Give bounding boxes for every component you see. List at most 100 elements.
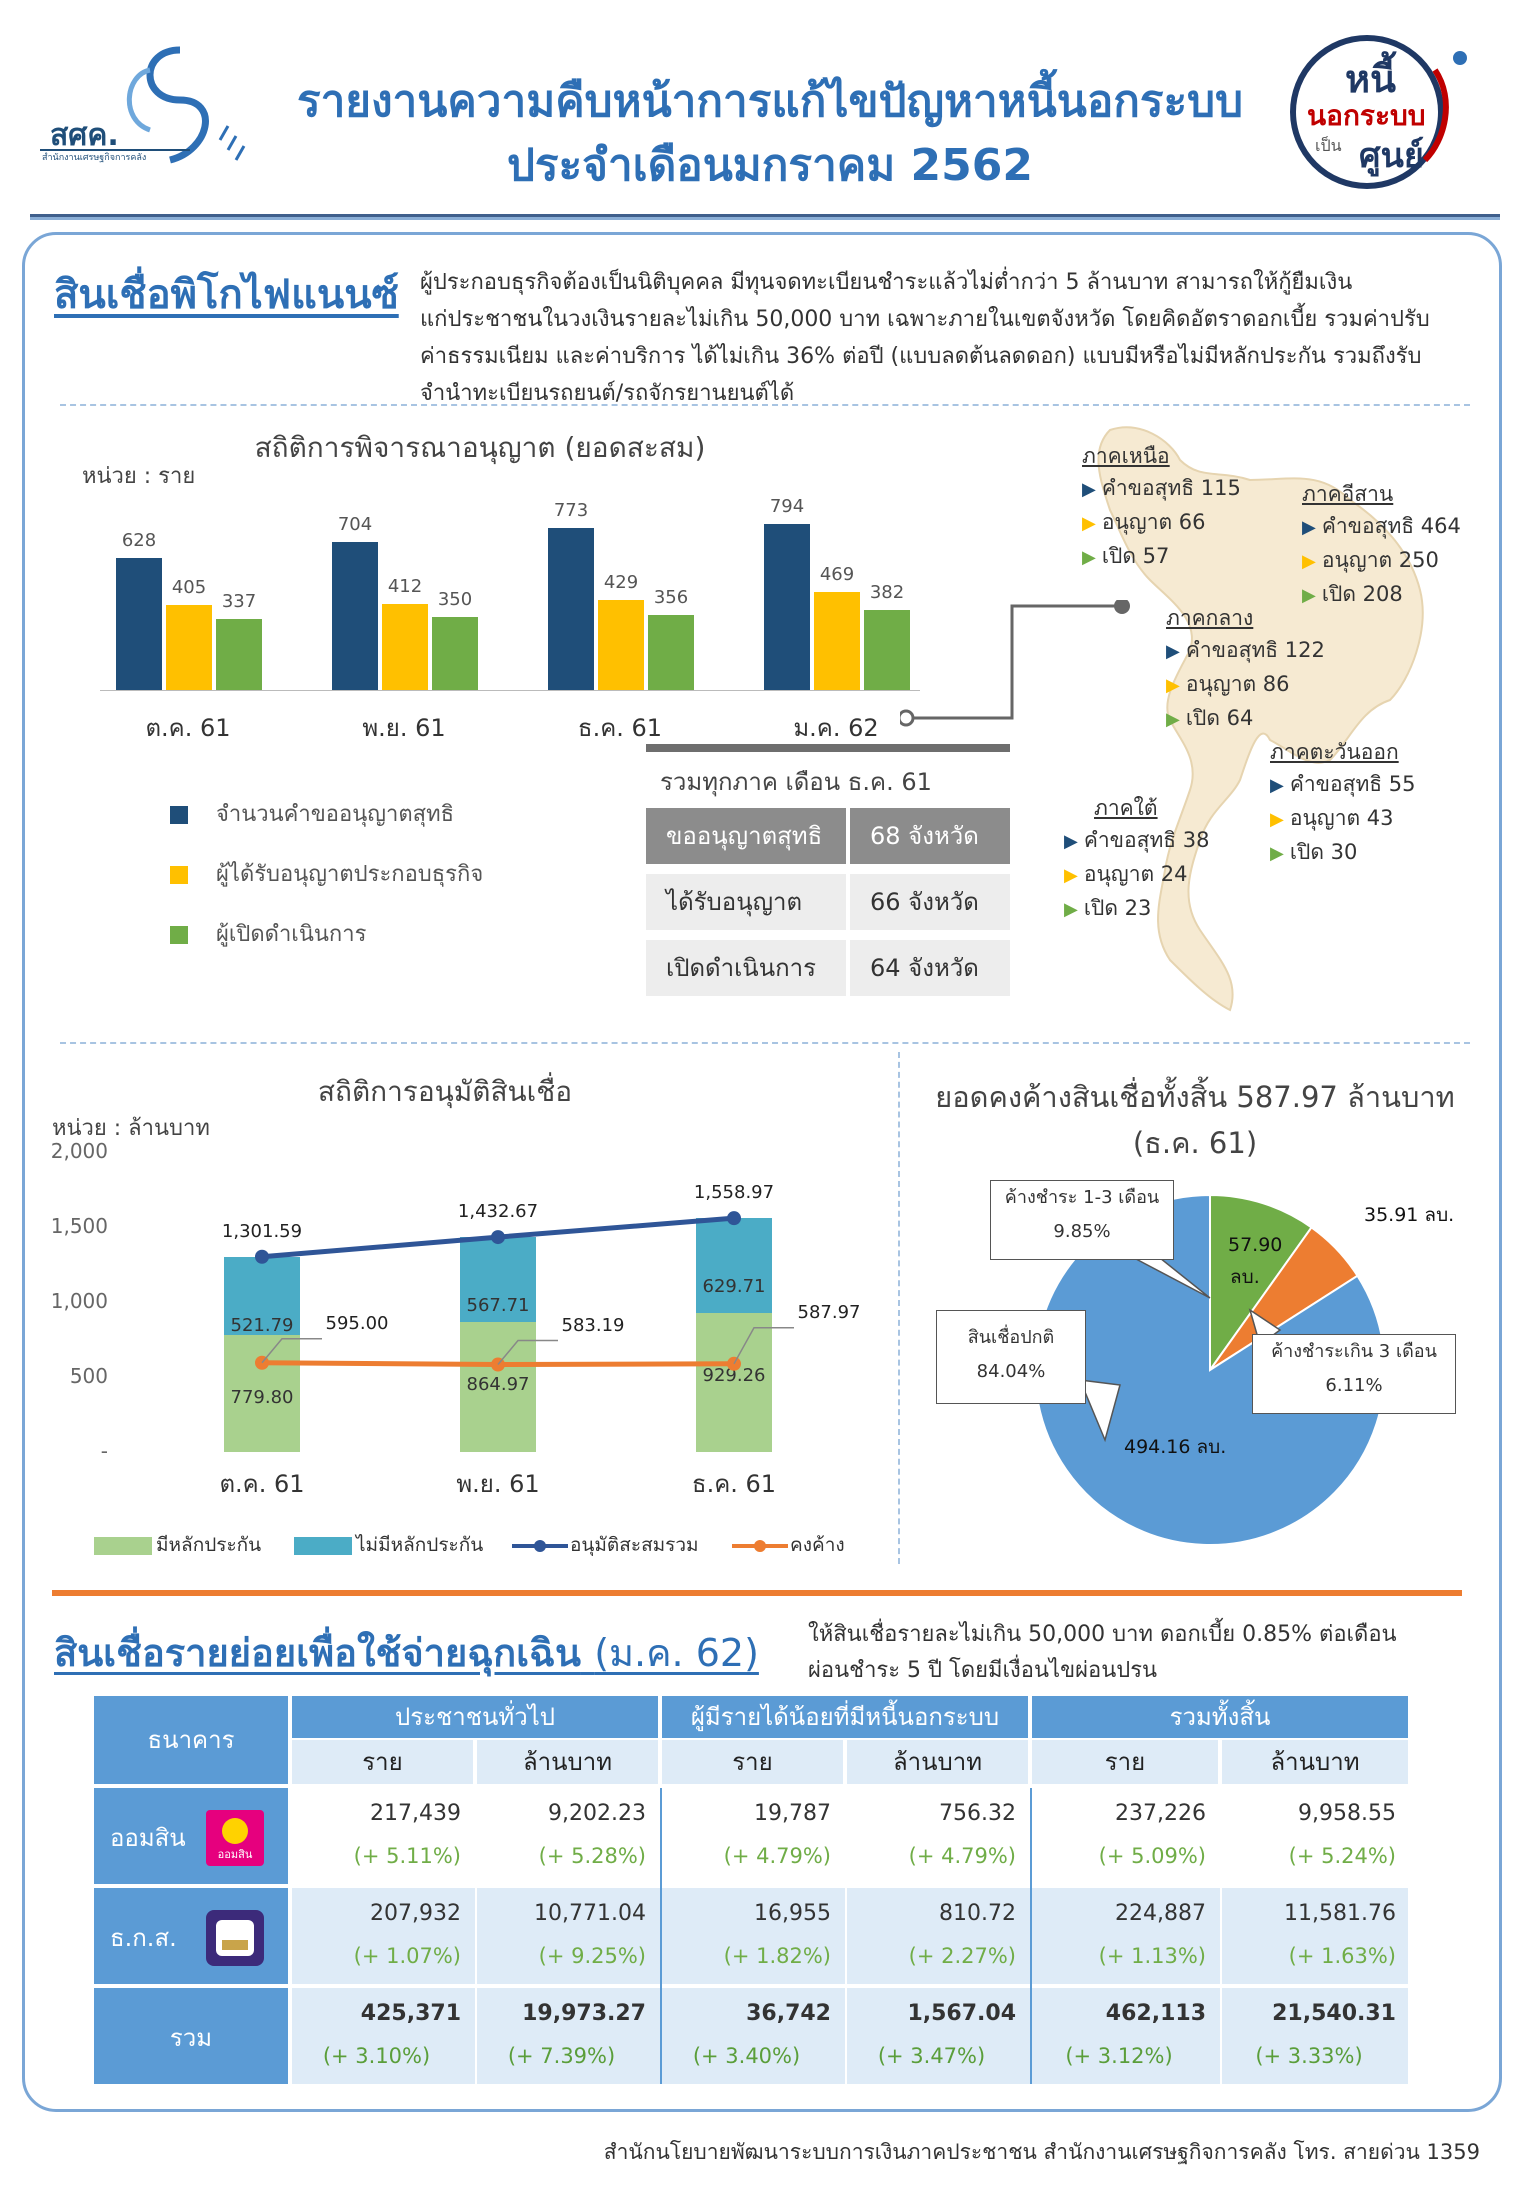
- cell-total-value-3: 1,567.04: [907, 2001, 1016, 2026]
- loan-chart-title: สถิติการอนุมัติสินเชื่อ: [317, 1075, 573, 1108]
- y-tick-0: 2,000: [50, 1139, 108, 1163]
- table-subheader-total-count: ราย: [1032, 1740, 1218, 1784]
- section-divider: [60, 404, 1470, 406]
- table-col-separator-3: [845, 1788, 847, 2084]
- right-logo-line3: เป็น: [1315, 136, 1342, 155]
- pie-label-normal-value: 494.16 ลบ.: [1124, 1436, 1227, 1458]
- bar-applications-1: [332, 542, 378, 690]
- bank-name-baac: ธ.ก.ส.: [110, 1924, 177, 1952]
- cell-gsb-value-4: 237,226: [1115, 1801, 1206, 1826]
- y-tick-1: 1,500: [50, 1214, 108, 1238]
- footer: สำนักนโยบายพัฒนาระบบการเงินภาคประชาชน สำ…: [603, 2140, 1480, 2164]
- region-north-name: ภาคเหนือ: [1082, 444, 1170, 468]
- loan-lines: [255, 1211, 794, 1372]
- pie-slice-overdue-1-3: [1209, 1193, 1313, 1374]
- report-title: รายงานความคืบหน้าการแก้ไขปัญหาหนี้นอกระบ…: [296, 76, 1244, 127]
- bar-label-approved-0: 405: [171, 577, 207, 599]
- region-central: ภาคกลาง ▶ คำขอสุทธิ 122 ▶ อนุญาต 86 ▶ เปิด …: [1166, 602, 1325, 736]
- cell-gsb-pct-1: (+ 5.28%): [538, 1844, 646, 1868]
- region-east-approved: ▶ อนุญาต 43: [1270, 806, 1394, 830]
- loan-chart-unit: หน่วย : ล้านบาท: [52, 1116, 210, 1141]
- bar-approved-2: [598, 600, 644, 690]
- map-connector: [900, 600, 1130, 727]
- table-subheader-total-amount: ล้านบาท: [1222, 1740, 1408, 1784]
- legend-item-opened: ผู้เปิดดำเนินการ: [170, 916, 366, 951]
- y-tick-3: 500: [69, 1364, 108, 1388]
- legend2-outstanding: คงค้าง: [730, 1530, 845, 1560]
- right-logo-line1: หนี้: [1345, 57, 1397, 101]
- cell-total-pct-0: (+ 3.10%): [322, 2044, 431, 2068]
- table-subheader-lowincome-amount: ล้านบาท: [847, 1740, 1028, 1784]
- stack-unsecured-1: [460, 1237, 536, 1323]
- region-north-net: ▶ คำขอสุทธิ 115: [1082, 476, 1241, 500]
- region-northeast-approved: ▶ อนุญาต 250: [1302, 548, 1439, 572]
- table-header-general: ประชาชนทั่วไป: [292, 1696, 658, 1738]
- table-subheader-general-amount: ล้านบาท: [477, 1740, 658, 1784]
- summary-value-approved: 66 จังหวัด: [850, 874, 1010, 930]
- bar-approved-3: [814, 591, 860, 690]
- bar-label-applications-0: 628: [121, 530, 157, 552]
- summary-table-title: รวมทุกภาค เดือน ธ.ค. 61: [660, 768, 932, 796]
- summary-table-topline: [646, 744, 1010, 752]
- cell-baac-value-2: 16,955: [754, 1901, 831, 1926]
- outstanding-leader-2: [733, 1327, 794, 1365]
- table-row-gsb-bank: ออมสิน ออมสิน: [94, 1788, 288, 1884]
- legend-item-approved: ผู้ได้รับอนุญาตประกอบธุรกิจ: [170, 856, 483, 891]
- region-northeast-opened: ▶ เปิด 208: [1302, 582, 1403, 606]
- bar-opened-1: [432, 616, 478, 690]
- pie-callout-normal: สินเชื่อปกติ 84.04%: [936, 1310, 1086, 1404]
- cell-baac-value-0: 207,932: [370, 1901, 461, 1926]
- pie-callout-overdue-3plus-name: ค้างชำระเกิน 3 เดือน: [1271, 1341, 1437, 1362]
- bar-label-opened-3: 382: [869, 581, 905, 603]
- vertical-divider: [898, 1052, 900, 1564]
- bar-applications-3: [764, 523, 810, 690]
- cell-gsb-value-5: 9,958.55: [1298, 1801, 1396, 1826]
- cell-baac-pct-3: (+ 2.27%): [908, 1944, 1016, 1968]
- y-tick-2: 1,000: [50, 1289, 108, 1313]
- bank-name-gsb: ออมสิน: [110, 1824, 186, 1852]
- table-row-gsb: [292, 1788, 1408, 1884]
- stack-secured-label-1: 864.97: [466, 1374, 530, 1396]
- orange-divider: [52, 1590, 1462, 1596]
- region-south-name: ภาคใต้: [1094, 796, 1158, 820]
- emergency-title: สินเชื่อรายย่อยเพื่อใช้จ่ายฉุกเฉิน (ม.ค.…: [54, 1622, 759, 1683]
- cell-gsb-pct-4: (+ 5.09%): [1098, 1844, 1206, 1868]
- emergency-loan-table: ธนาคาร ประชาชนทั่วไป ผู้มีรายได้น้อยที่ม…: [94, 1696, 1410, 2086]
- right-logo-line4: ศูนย์: [1359, 136, 1424, 176]
- cell-total-pct-3: (+ 3.47%): [877, 2044, 986, 2068]
- bank-name-total: รวม: [169, 2024, 213, 2052]
- pie-callout-normal-pct: 84.04%: [976, 1361, 1046, 1382]
- pie-callout-normal-name: สินเชื่อปกติ: [967, 1327, 1055, 1348]
- pie-label-overdue-3plus-value: 35.91 ลบ.: [1364, 1204, 1455, 1226]
- outstanding-label-1: 583.19: [561, 1314, 625, 1336]
- stack-unsecured-label-0: 521.79: [230, 1314, 294, 1336]
- cell-baac-value-3: 810.72: [939, 1901, 1016, 1926]
- pie-callout-overdue-1-3: ค้างชำระ 1-3 เดือน 9.85%: [990, 1180, 1174, 1260]
- pie-chart-subtitle: (ธ.ค. 61): [1132, 1126, 1258, 1160]
- region-east: ภาคตะวันออก ▶ คำขอสุทธิ 55 ▶ อนุญาต 43 ▶ เป…: [1270, 736, 1416, 870]
- legend-swatch-applications: [170, 806, 188, 824]
- stack-unsecured-label-1: 567.71: [466, 1295, 530, 1317]
- region-south-net: ▶ คำขอสุทธิ 38: [1064, 828, 1210, 852]
- bar-opened-2: [648, 615, 694, 690]
- cell-gsb-pct-3: (+ 4.79%): [908, 1844, 1016, 1868]
- emergency-title-suffix: (ม.ค. 62): [594, 1631, 759, 1675]
- cell-total-pct-2: (+ 3.40%): [692, 2044, 801, 2068]
- cumulative-point-2: [727, 1211, 741, 1226]
- license-chart-baseline: [100, 690, 920, 691]
- bar-label-applications-1: 704: [337, 514, 373, 536]
- outstanding-label-0: 595.00: [325, 1312, 389, 1334]
- license-chart-title: สถิติการพิจารณาอนุญาต (ยอดสะสม): [254, 431, 706, 464]
- bar-label-opened-1: 350: [437, 588, 473, 610]
- left-logo-subtext: สำนักงานเศรษฐกิจการคลัง: [42, 153, 147, 163]
- pie-chart: [1034, 1193, 1386, 1546]
- report-subtitle: ประจำเดือนมกราคม 2562: [506, 140, 1033, 191]
- legend-label-approved: ผู้ได้รับอนุญาตประกอบธุรกิจ: [216, 862, 484, 887]
- region-central-name: ภาคกลาง: [1166, 606, 1254, 630]
- category-label-1: พ.ย. 61: [362, 714, 446, 742]
- stack-unsecured-0: [224, 1256, 300, 1336]
- right-logo-line2: นอกระบบ: [1307, 99, 1426, 132]
- pie-callout-overdue-1-3-name: ค้างชำระ 1-3 เดือน: [1004, 1187, 1160, 1208]
- bar-label-approved-3: 469: [819, 563, 855, 585]
- bar-label-opened-2: 356: [653, 587, 689, 609]
